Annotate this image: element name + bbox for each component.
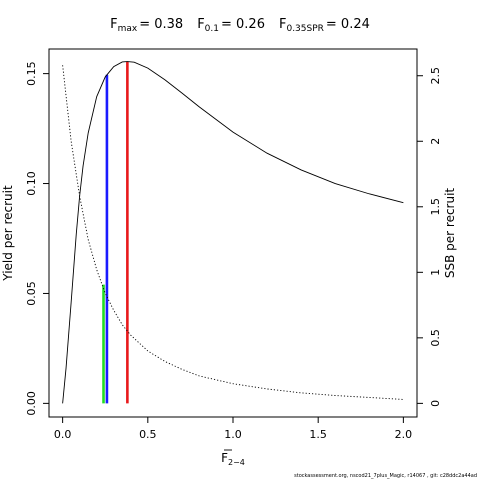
y-left-tick-label: 0.10 [25, 171, 38, 196]
title-value: = 0.38 [139, 17, 183, 32]
x-label-text: F2−4 [221, 451, 245, 467]
title-text: Fmax = 0.38 F0.1 = 0.26 F0.35SPR = 0.24 [110, 17, 370, 34]
y-left-tick-label: 0.00 [25, 391, 38, 416]
x-tick-label: 0.5 [139, 428, 157, 441]
y-right-tick-label: 1.5 [429, 198, 442, 216]
y-right-tick-label: 0 [429, 400, 442, 407]
title-subscript: 0.1 [205, 24, 219, 34]
y-axis-right: 0 0.5 1 1.5 2 2.5 [417, 67, 442, 407]
x-tick-label: 1.0 [224, 428, 242, 441]
title-symbol: F [279, 17, 286, 32]
y-left-tick-label: 0.05 [25, 281, 38, 306]
reference-lines [102, 61, 129, 404]
y-right-tick-label: 1 [429, 269, 442, 276]
y-right-tick-label: 2 [429, 138, 442, 145]
x-label-subscript: 2−4 [228, 458, 245, 467]
title-subscript: 0.35SPR [286, 24, 323, 34]
ssb-curve [62, 65, 404, 400]
x-label-symbol: F [221, 451, 228, 465]
footer-text: stockassessment.org, nscod21_7plus_Magic… [294, 473, 477, 479]
chart-title: Fmax = 0.38 F0.1 = 0.26 F0.35SPR = 0.24 [110, 17, 370, 34]
x-tick-label: 1.5 [309, 428, 327, 441]
x-axis-label: F2−4 [221, 449, 245, 467]
yield-curve [62, 61, 404, 404]
y-left-tick-label: 0.15 [25, 61, 38, 86]
y-right-tick-label: 0.5 [429, 329, 442, 347]
title-symbol: F [197, 17, 204, 32]
title-value: = 0.24 [326, 17, 370, 32]
y-axis-left: 0.00 0.05 0.10 0.15 [25, 61, 49, 416]
curves [62, 61, 404, 404]
x-axis: 0.0 0.5 1.0 1.5 2.0 [54, 416, 413, 441]
y-left-label: Yield per recruit [1, 185, 15, 282]
title-symbol: F [110, 17, 117, 32]
x-tick-label: 0.0 [54, 428, 72, 441]
y-right-tick-label: 2.5 [429, 67, 442, 85]
title-subscript: max [118, 24, 138, 34]
title-value: = 0.26 [221, 17, 265, 32]
x-tick-label: 2.0 [395, 428, 413, 441]
y-right-label: SSB per recruit [443, 188, 457, 279]
